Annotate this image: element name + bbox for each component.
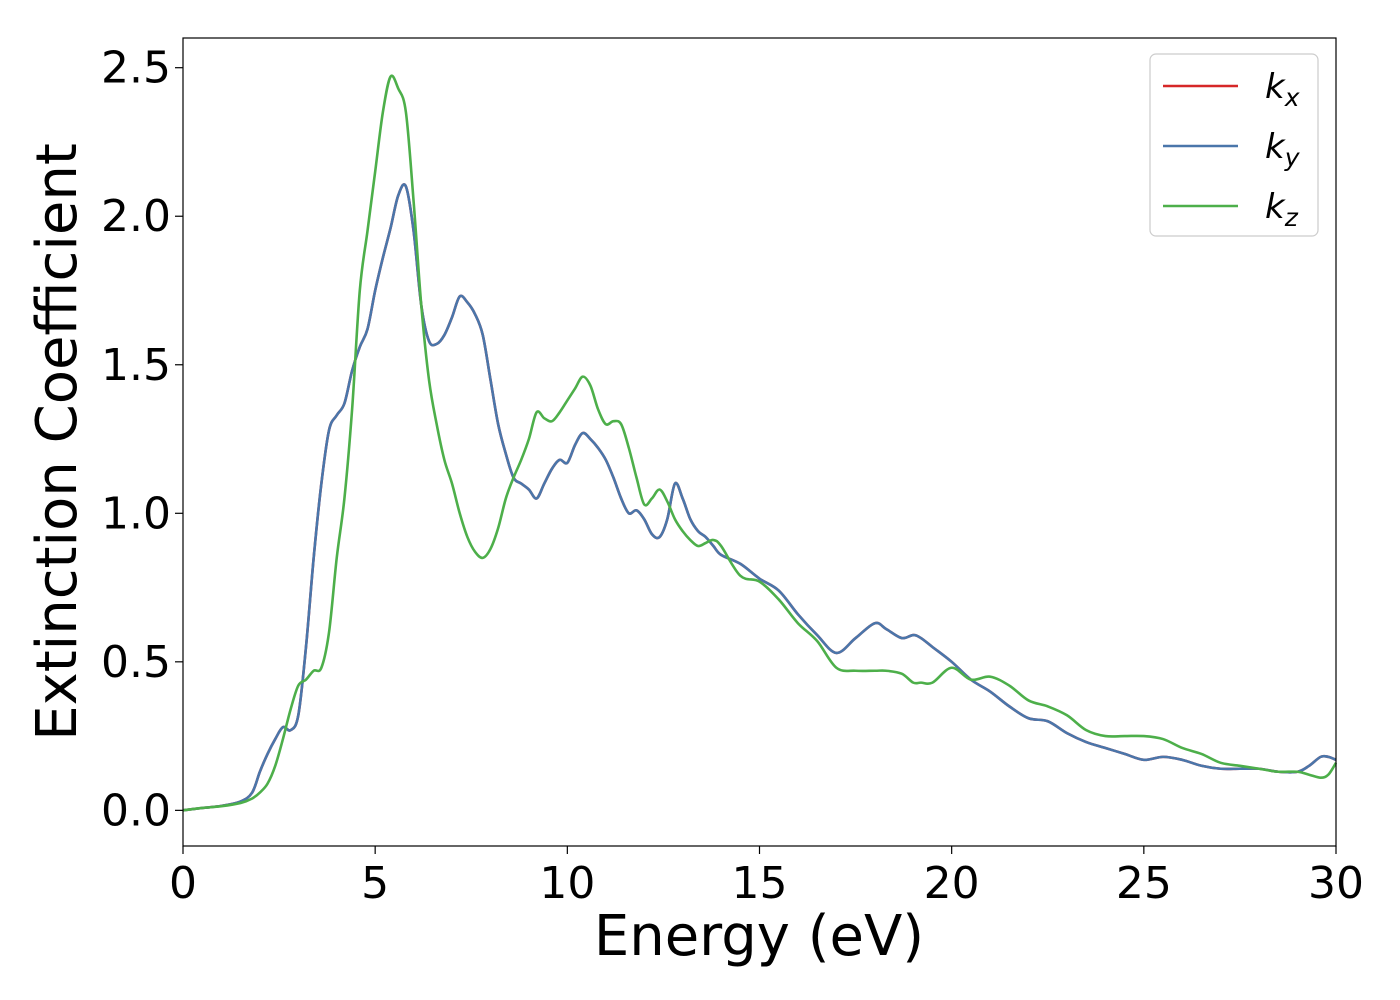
y-axis: 0.0 0.5 1.0 1.5 2.0 2.5 bbox=[101, 43, 183, 836]
series-line-y bbox=[182, 183, 1337, 812]
y-tick-label: 0.0 bbox=[101, 785, 171, 836]
x-tick-label: 20 bbox=[924, 858, 980, 909]
x-tick-label: 0 bbox=[169, 858, 197, 909]
x-tick-label: 15 bbox=[732, 858, 788, 909]
x-tick-label: 25 bbox=[1116, 858, 1172, 909]
y-axis-title: Extinction Coefficient bbox=[25, 143, 90, 741]
y-tick-label: 1.0 bbox=[101, 488, 171, 539]
series-line-z bbox=[182, 74, 1338, 812]
y-tick-label: 2.5 bbox=[101, 43, 171, 94]
x-tick-label: 5 bbox=[361, 858, 389, 909]
x-axis-title: Energy (eV) bbox=[594, 904, 924, 969]
x-tick-label: 10 bbox=[539, 858, 595, 909]
x-tick-label: 30 bbox=[1308, 858, 1364, 909]
y-tick-label: 1.5 bbox=[101, 340, 171, 391]
y-tick-label: 2.0 bbox=[101, 191, 171, 242]
series-layer bbox=[182, 74, 1338, 812]
x-axis: 0 5 10 15 20 25 30 bbox=[169, 846, 1364, 909]
y-tick-label: 0.5 bbox=[101, 637, 171, 688]
